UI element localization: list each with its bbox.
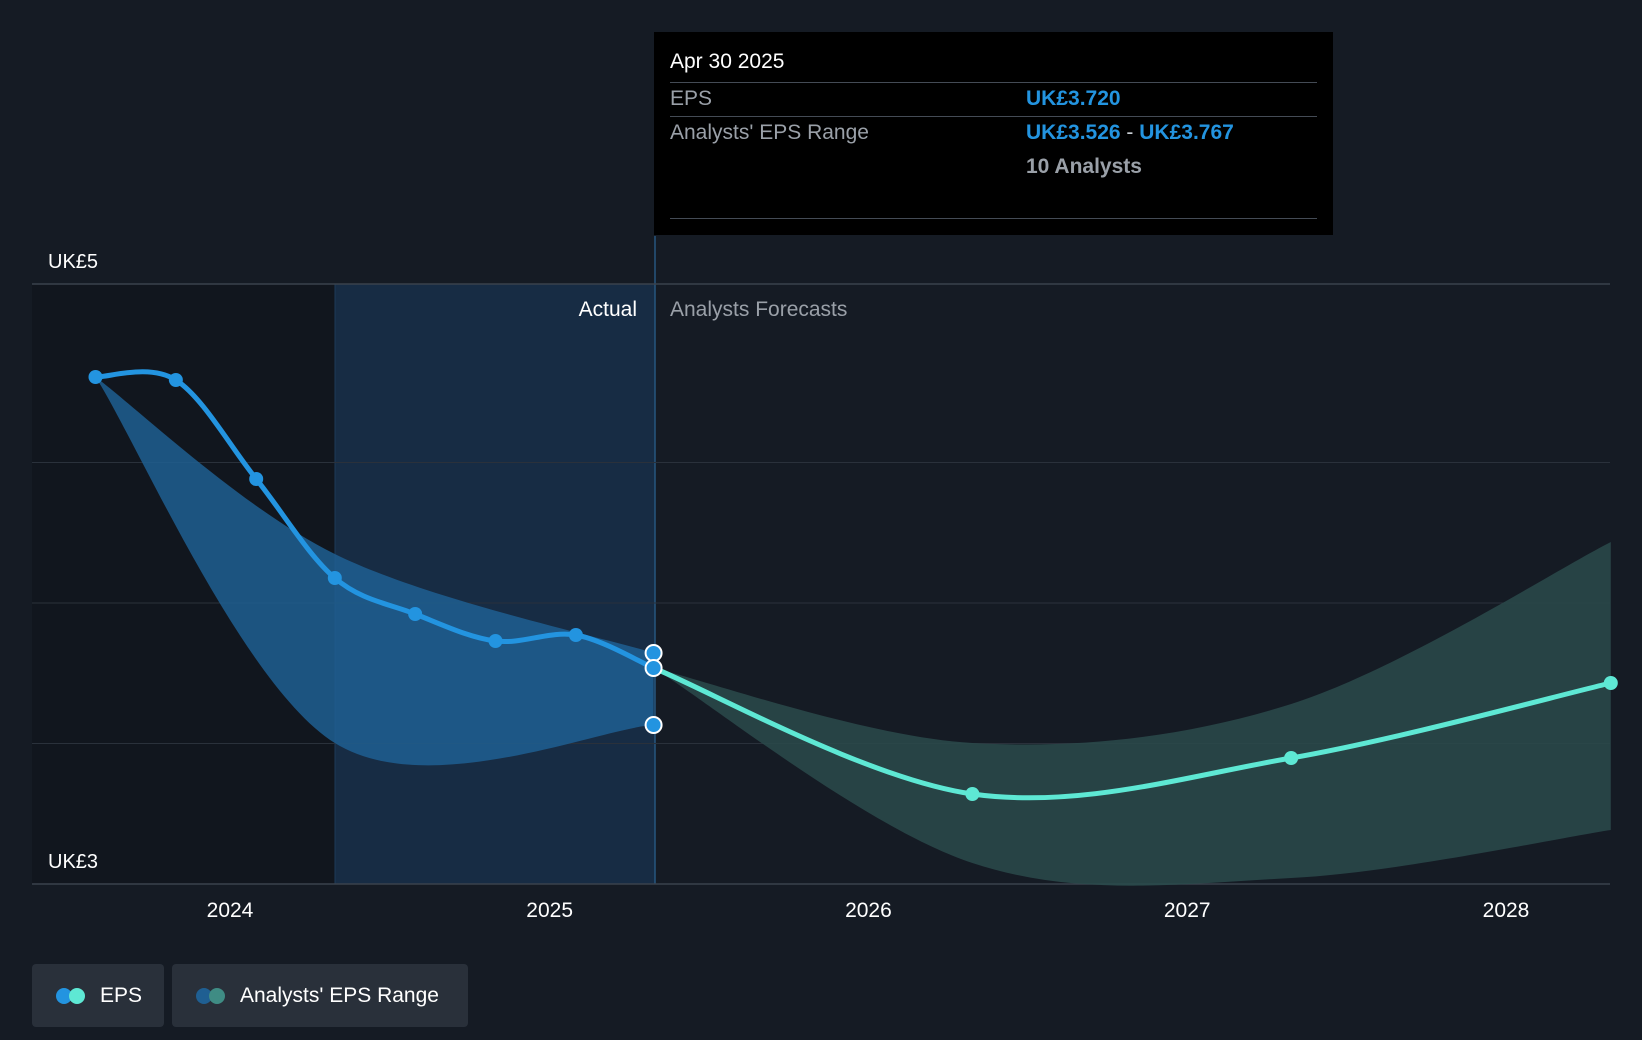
tooltip-date: Apr 30 2025 bbox=[670, 50, 785, 73]
eps-actual-point bbox=[327, 571, 342, 585]
tooltip-range-low: UK£3.526 bbox=[1026, 121, 1121, 144]
tooltip-divider bbox=[670, 82, 1317, 83]
range-legend-icon bbox=[196, 987, 226, 1004]
tooltip-range-value: UK£3.526 - UK£3.767 bbox=[1026, 121, 1234, 145]
y-label-bottom: UK£3 bbox=[48, 851, 98, 873]
legend-eps[interactable]: EPS bbox=[32, 964, 164, 1027]
forecast-label: Analysts Forecasts bbox=[670, 298, 847, 321]
eps-forecast-point bbox=[1603, 676, 1618, 690]
eps-legend-icon bbox=[56, 987, 86, 1004]
eps-actual-line bbox=[93, 369, 657, 671]
eps-forecast-line bbox=[651, 665, 1614, 801]
eps-lines bbox=[93, 369, 1614, 801]
legend-range-label: Analysts' EPS Range bbox=[240, 983, 439, 1007]
eps-actual-point bbox=[488, 634, 503, 648]
range-high-marker bbox=[644, 644, 663, 662]
x-tick-label: 2024 bbox=[207, 899, 254, 922]
tooltip-range-separator: - bbox=[1126, 121, 1134, 144]
eps-range-bands bbox=[95, 377, 1611, 886]
x-tick-label: 2026 bbox=[845, 899, 892, 922]
tooltip-range-label: Analysts' EPS Range bbox=[670, 121, 869, 144]
x-tick-label: 2025 bbox=[526, 899, 573, 922]
eps-actual-point bbox=[408, 607, 423, 621]
actual-label: Actual bbox=[579, 298, 637, 321]
range-low-marker bbox=[644, 716, 663, 734]
eps-actual-point bbox=[249, 472, 264, 486]
x-tick-label: 2027 bbox=[1164, 899, 1211, 922]
tooltip-range-high: UK£3.767 bbox=[1139, 121, 1234, 144]
eps-actual-point bbox=[88, 370, 103, 384]
x-tick-label: 2028 bbox=[1483, 899, 1530, 922]
legend-range[interactable]: Analysts' EPS Range bbox=[172, 964, 468, 1027]
eps-actual-point bbox=[168, 373, 183, 387]
eps-actual-point bbox=[568, 628, 583, 642]
tooltip-analyst-count: 10 Analysts bbox=[1026, 155, 1142, 178]
y-label-top: UK£5 bbox=[48, 251, 98, 273]
tooltip-divider bbox=[670, 116, 1317, 117]
eps-current-marker bbox=[644, 659, 663, 677]
x-axis-ticks: 2024 2025 2026 2027 2028 bbox=[207, 899, 1530, 922]
tooltip: Apr 30 2025 EPS UK£3.720 Analysts' EPS R… bbox=[654, 32, 1333, 235]
eps-forecast-point bbox=[1284, 751, 1299, 765]
tooltip-eps-value: UK£3.720 bbox=[1026, 87, 1121, 110]
eps-points bbox=[88, 370, 1618, 801]
actual-range-band bbox=[95, 377, 654, 766]
tooltip-eps-label: EPS bbox=[670, 87, 713, 110]
tooltip-divider bbox=[670, 218, 1317, 219]
legend-eps-label: EPS bbox=[100, 983, 143, 1007]
eps-forecast-point bbox=[965, 787, 980, 801]
forecast-range-band bbox=[653, 542, 1611, 886]
